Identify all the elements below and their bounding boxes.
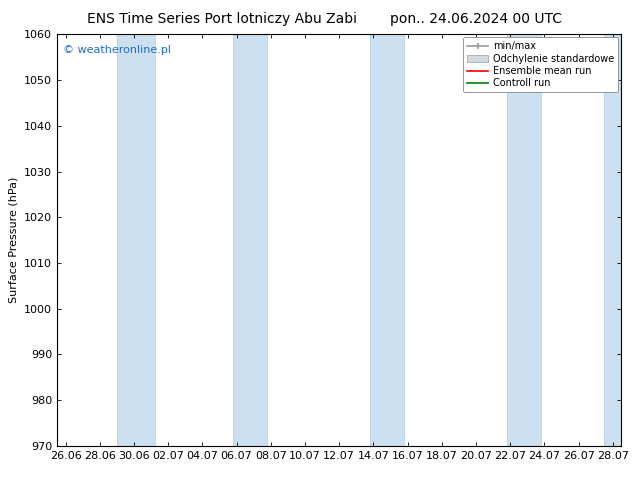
Bar	[233, 34, 268, 446]
Text: pon.. 24.06.2024 00 UTC: pon.. 24.06.2024 00 UTC	[389, 12, 562, 26]
Bar	[604, 34, 630, 446]
Text: © weatheronline.pl: © weatheronline.pl	[63, 45, 171, 54]
Bar	[370, 34, 404, 446]
Text: ENS Time Series Port lotniczy Abu Zabi: ENS Time Series Port lotniczy Abu Zabi	[87, 12, 357, 26]
Legend: min/max, Odchylenie standardowe, Ensemble mean run, Controll run: min/max, Odchylenie standardowe, Ensembl…	[463, 37, 618, 92]
Bar	[117, 34, 155, 446]
Y-axis label: Surface Pressure (hPa): Surface Pressure (hPa)	[8, 177, 18, 303]
Bar	[507, 34, 541, 446]
